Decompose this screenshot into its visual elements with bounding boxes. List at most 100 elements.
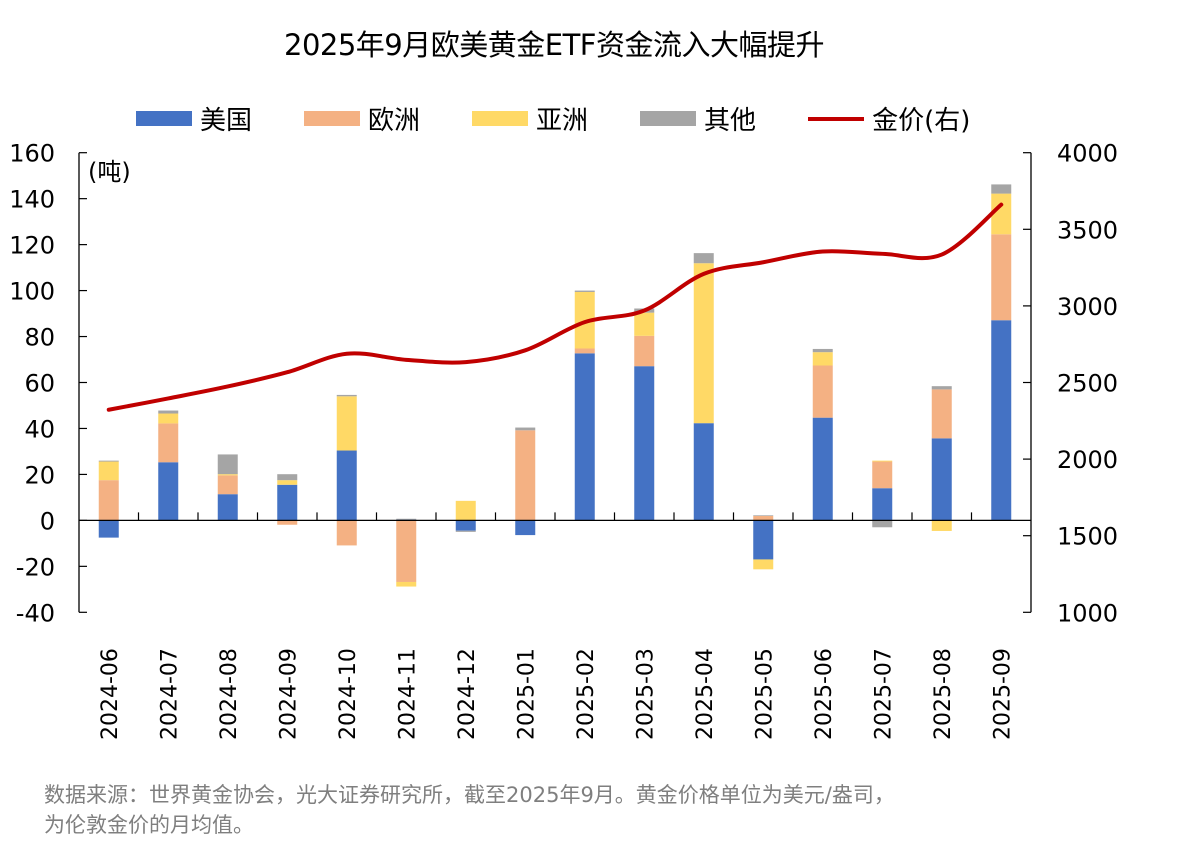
bar-segment: [336, 520, 357, 546]
bar-segment: [336, 450, 357, 521]
bar-segment: [931, 386, 952, 390]
bar-segment: [277, 480, 298, 485]
y-tick-label-left: 80: [24, 324, 55, 352]
bar-segment: [931, 520, 952, 531]
y-axis-unit-label: (吨): [88, 158, 131, 186]
bar-segment: [515, 427, 536, 431]
y-tick-label-right: 2000: [1057, 446, 1118, 474]
legend-item-asia: 亚洲: [472, 100, 588, 137]
bar-segment: [396, 520, 417, 582]
bar-segment: [396, 581, 417, 587]
gold-price-line: [106, 202, 1004, 412]
x-tick-label: 2025-09: [990, 648, 1015, 740]
bar-segment: [991, 193, 1012, 235]
x-tick-label: 2024-07: [157, 648, 182, 740]
legend-item-gold-price: 金价(右): [808, 100, 970, 137]
bar-segment: [336, 396, 357, 451]
bar-segment: [217, 475, 238, 495]
footnote-line-1: 数据来源：世界黄金协会，光大证券研究所，截至2025年9月。黄金价格单位为美元/…: [44, 783, 895, 807]
bar-segment: [98, 460, 119, 462]
bar-segment: [98, 520, 119, 538]
bar-segment: [455, 500, 476, 521]
bar-segment: [812, 348, 833, 353]
bar-segment: [872, 488, 893, 521]
x-tick-label: 2024-12: [455, 648, 480, 740]
bar-segment: [812, 352, 833, 366]
legend-swatch-other: [640, 111, 697, 126]
bar-segment: [98, 480, 119, 521]
bar-segment: [158, 462, 179, 521]
bar-segment: [574, 290, 595, 292]
x-tick-label: 2024-10: [336, 648, 361, 740]
bar-segment: [753, 515, 774, 517]
bar-segment: [812, 365, 833, 418]
bar-segment: [217, 474, 238, 476]
bar-segment: [931, 389, 952, 439]
y-tick-label-left: 20: [24, 461, 55, 489]
legend-item-us: 美国: [136, 100, 252, 137]
bar-segment: [277, 474, 298, 481]
bar-segment: [753, 516, 774, 521]
y-tick-label-right: 3000: [1057, 293, 1118, 321]
bar-segment: [991, 234, 1012, 321]
y-tick-label-right: 1000: [1057, 599, 1118, 627]
bar-segment: [455, 520, 476, 531]
y-tick-label-left: 100: [9, 278, 55, 306]
bar-segment: [991, 320, 1012, 521]
bar-segment: [277, 484, 298, 521]
bar-segment: [396, 518, 417, 520]
legend-label-other: 其他: [704, 106, 757, 136]
bar-segment: [872, 460, 893, 462]
bar-segment: [931, 438, 952, 521]
x-tick-label: 2025-01: [514, 648, 539, 740]
y-tick-label-left: 160: [9, 140, 55, 168]
bar-segment: [455, 530, 476, 532]
chart-title: 2025年9月欧美黄金ETF资金流入大幅提升: [284, 28, 824, 62]
x-tick-label: 2024-09: [276, 648, 301, 740]
bar-segment: [812, 417, 833, 521]
bar-segment: [693, 253, 714, 264]
bar-segment: [217, 494, 238, 521]
bar-segment: [753, 559, 774, 570]
bar-segment: [515, 520, 536, 536]
y-tick-label-left: -40: [16, 599, 55, 627]
x-tick-label: 2024-08: [217, 648, 242, 740]
bar-segment: [872, 461, 893, 489]
legend-item-other: 其他: [640, 100, 756, 137]
x-tick-label: 2025-06: [812, 648, 837, 740]
bar-segment: [158, 413, 179, 424]
bar-segment: [634, 312, 655, 336]
bar-segment: [574, 348, 595, 354]
bar-segment: [336, 394, 357, 397]
bar-segment: [693, 263, 714, 424]
y-tick-label-left: 40: [24, 415, 55, 443]
y-tick-label-right: 2500: [1057, 370, 1118, 398]
y-tick-label-left: 0: [40, 507, 55, 535]
footnote: 数据来源：世界黄金协会，光大证券研究所，截至2025年9月。黄金价格单位为美元/…: [44, 780, 1144, 840]
legend-label-us: 美国: [200, 106, 253, 136]
x-tick-label: 2025-07: [871, 648, 896, 740]
legend-swatch-gold-price: [808, 116, 865, 121]
bar-segment: [991, 184, 1012, 194]
x-tick-label: 2025-08: [931, 648, 956, 740]
x-tick-label: 2025-04: [693, 648, 718, 740]
x-tick-label: 2024-06: [98, 648, 123, 740]
bar-segment: [634, 366, 655, 521]
legend-label-europe: 欧洲: [368, 106, 421, 136]
bar-segment: [217, 454, 238, 475]
bar-segment: [158, 423, 179, 463]
bar-segment: [872, 520, 893, 528]
x-tick-label: 2025-05: [752, 648, 777, 740]
legend-item-europe: 欧洲: [304, 100, 420, 137]
y-tick-label-left: 140: [9, 186, 55, 214]
bar-segment: [634, 335, 655, 367]
x-tick-label: 2025-03: [633, 648, 658, 740]
y-tick-label-left: -20: [16, 553, 55, 581]
y-tick-label-right: 4000: [1057, 140, 1118, 168]
y-tick-label-right: 3500: [1057, 216, 1118, 244]
legend: 美国 欧洲 亚洲 其他 金价(右): [136, 100, 1022, 137]
legend-label-gold-price: 金价(右): [872, 106, 971, 136]
bar-segment: [693, 423, 714, 521]
bar-segment: [277, 520, 298, 525]
